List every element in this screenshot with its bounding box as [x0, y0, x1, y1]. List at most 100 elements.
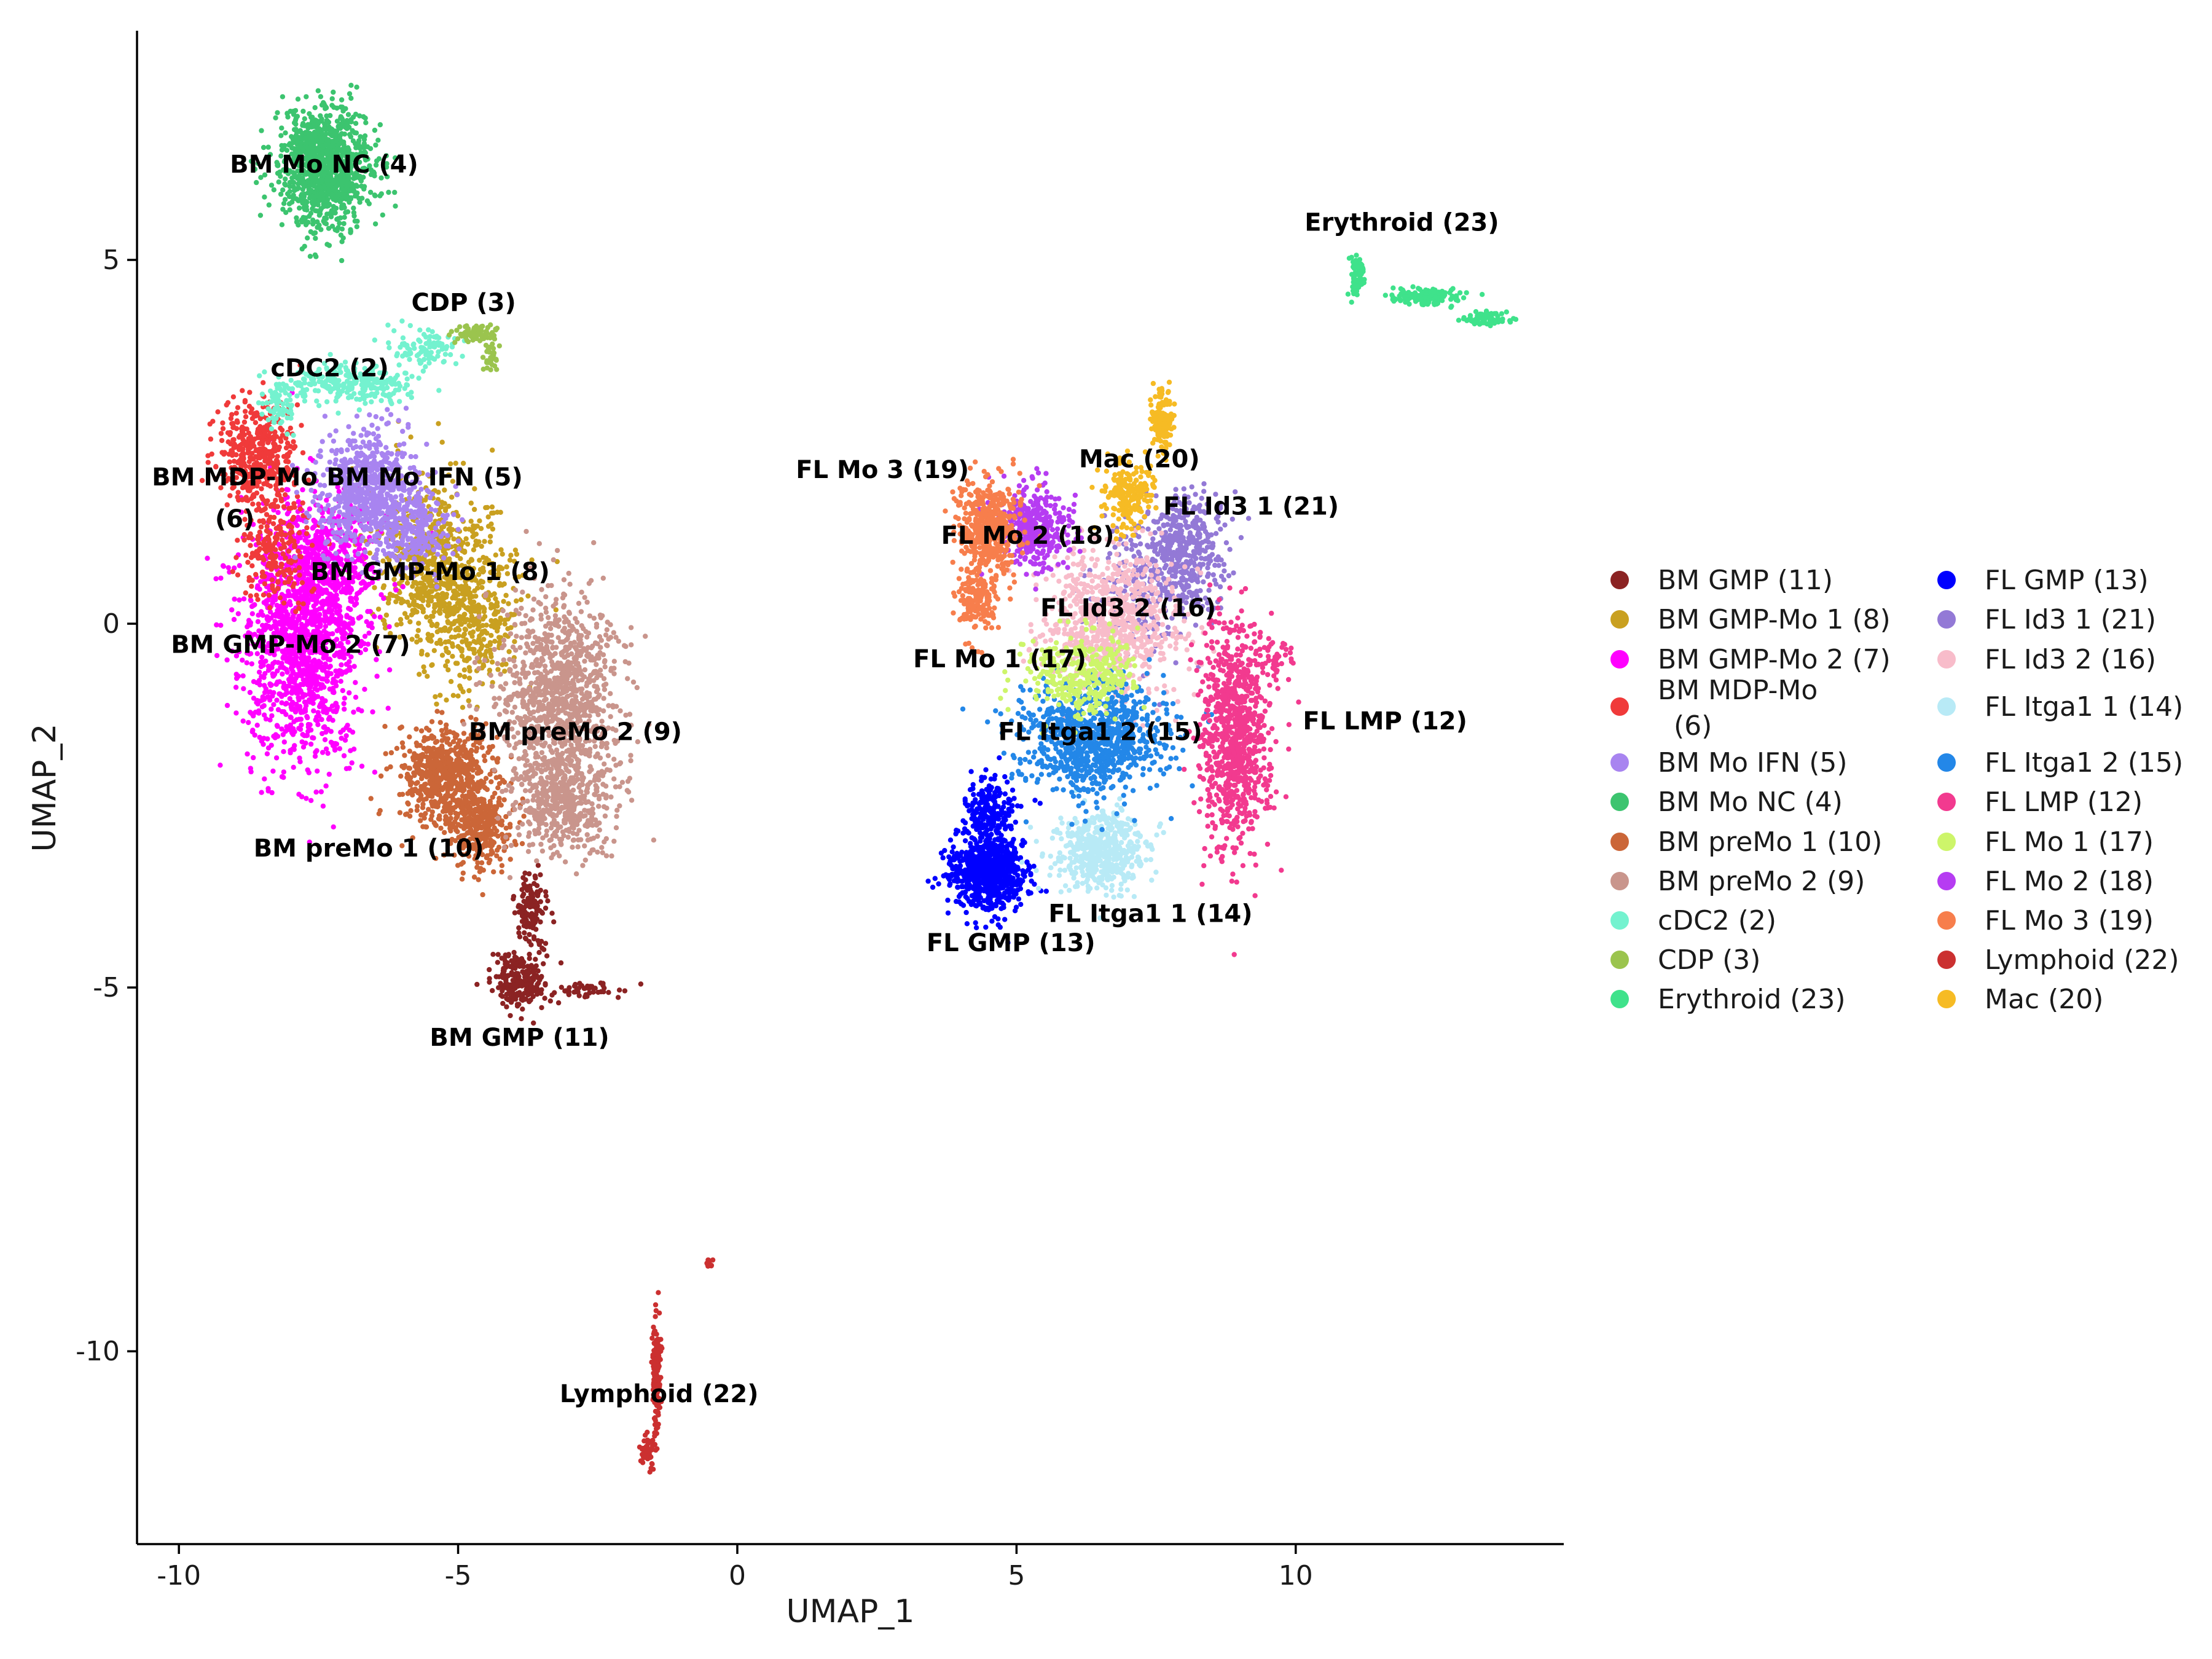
data-point	[450, 643, 455, 649]
data-point	[516, 1002, 522, 1007]
data-point	[359, 763, 365, 769]
data-point	[351, 532, 357, 538]
data-point	[318, 789, 324, 794]
series-0-points	[474, 863, 644, 1026]
data-point	[239, 429, 245, 434]
data-point	[439, 439, 445, 445]
data-point	[415, 519, 420, 525]
data-point	[429, 525, 434, 531]
data-point	[268, 514, 273, 520]
data-point	[427, 571, 433, 576]
data-point	[358, 522, 364, 528]
data-point	[423, 538, 429, 544]
data-point	[277, 691, 283, 697]
data-point	[272, 563, 277, 569]
data-point	[296, 548, 301, 554]
data-point	[493, 552, 498, 558]
data-point	[372, 513, 378, 519]
data-point	[482, 652, 488, 657]
data-point	[380, 548, 386, 554]
data-point	[417, 591, 423, 597]
data-point	[275, 603, 281, 609]
data-point	[404, 580, 410, 586]
data-point	[383, 445, 389, 450]
data-point	[476, 571, 482, 578]
data-point	[440, 512, 446, 519]
data-point	[291, 514, 296, 520]
data-point	[247, 689, 253, 696]
data-point	[479, 643, 485, 649]
data-point	[345, 723, 350, 728]
data-point	[255, 619, 261, 624]
data-point	[237, 563, 242, 568]
data-point	[470, 629, 476, 635]
data-point	[283, 182, 288, 188]
data-point	[521, 963, 527, 970]
data-point	[456, 546, 462, 552]
data-point	[229, 607, 235, 613]
data-point	[259, 790, 264, 795]
data-point	[246, 404, 253, 409]
data-point	[459, 563, 465, 568]
data-point	[294, 684, 300, 691]
data-point	[480, 629, 486, 635]
data-point	[473, 594, 479, 599]
data-point	[462, 626, 468, 632]
data-point	[244, 660, 249, 665]
data-point	[257, 416, 263, 422]
data-point	[400, 428, 406, 434]
data-point	[248, 543, 253, 548]
data-point	[261, 380, 266, 385]
data-point	[466, 675, 473, 681]
data-point	[501, 598, 506, 604]
data-point	[282, 492, 288, 498]
data-point	[350, 616, 355, 622]
data-point	[519, 1016, 524, 1022]
data-point	[288, 444, 293, 449]
data-point	[286, 579, 291, 585]
data-point	[332, 496, 338, 502]
data-point	[362, 686, 367, 692]
data-point	[281, 685, 287, 691]
data-point	[253, 448, 259, 453]
data-point	[508, 552, 514, 558]
data-point	[241, 419, 248, 425]
data-point	[352, 538, 358, 544]
data-point	[369, 422, 375, 428]
data-point	[495, 603, 500, 609]
data-point	[380, 500, 385, 505]
data-point	[342, 549, 348, 554]
data-point	[234, 418, 240, 424]
data-point	[391, 576, 397, 582]
data-point	[265, 440, 271, 445]
data-point	[323, 541, 329, 546]
data-point	[310, 499, 316, 504]
data-point	[532, 898, 538, 904]
data-point	[247, 390, 253, 395]
data-point	[273, 681, 279, 687]
data-point	[292, 568, 298, 573]
data-point	[291, 764, 296, 771]
data-point	[263, 658, 269, 664]
data-point	[398, 617, 404, 622]
data-point	[292, 743, 297, 748]
data-point	[275, 531, 281, 537]
data-point	[349, 598, 355, 604]
data-point	[519, 906, 525, 912]
data-point	[417, 672, 422, 677]
data-point	[384, 421, 390, 427]
data-point	[471, 547, 477, 552]
data-point	[445, 610, 450, 616]
data-point	[322, 737, 328, 743]
data-point	[514, 598, 519, 604]
data-point	[347, 659, 352, 665]
data-point	[528, 997, 533, 1003]
data-point	[235, 538, 240, 543]
data-point	[257, 441, 262, 447]
data-point	[616, 987, 622, 993]
data-point	[535, 986, 540, 991]
data-point	[248, 442, 254, 448]
data-point	[490, 988, 495, 994]
data-point	[501, 956, 508, 962]
data-point	[353, 120, 359, 126]
